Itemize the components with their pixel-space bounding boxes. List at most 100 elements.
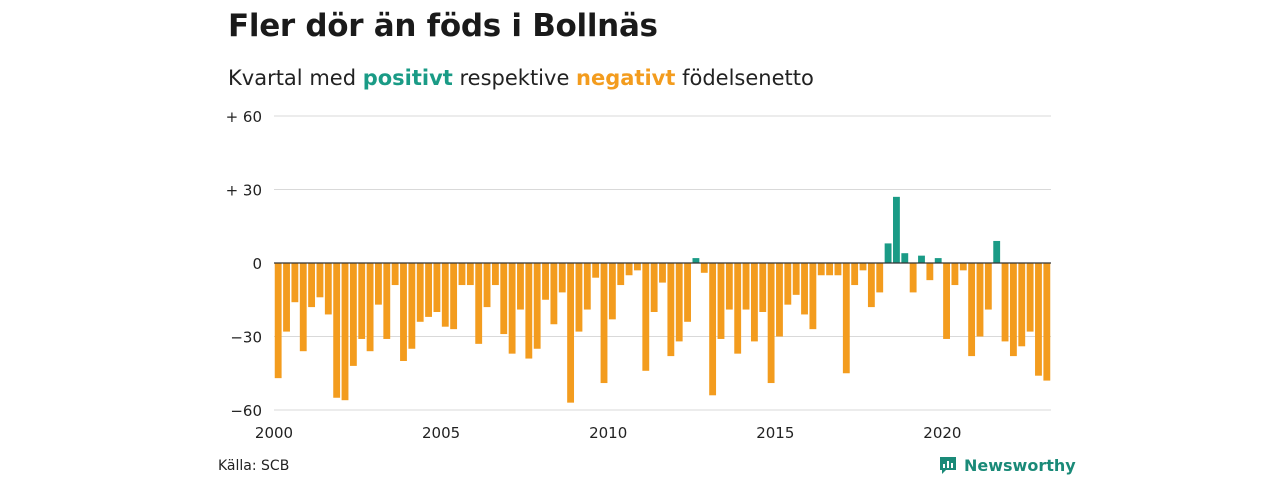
- bar: [634, 263, 641, 271]
- bar: [1001, 263, 1009, 342]
- bar: [567, 263, 575, 403]
- bar: [491, 263, 499, 286]
- bar: [684, 263, 691, 322]
- bar: [625, 263, 633, 276]
- bar: [817, 263, 825, 276]
- page-title: Fler dör än föds i Bollnäs: [228, 8, 658, 44]
- x-tick-label: 2000: [255, 424, 293, 442]
- bar: [316, 263, 324, 298]
- bar: [383, 263, 391, 339]
- x-tick-label: 2010: [589, 424, 627, 442]
- bar: [776, 263, 783, 337]
- bar: [734, 263, 742, 354]
- bar: [500, 263, 508, 335]
- bar: [801, 263, 808, 315]
- bar: [792, 263, 800, 295]
- source-label: Källa: SCB: [218, 458, 290, 474]
- bar: [943, 263, 950, 339]
- bar: [742, 263, 750, 310]
- bar: [600, 263, 608, 384]
- bar: [533, 263, 541, 349]
- bar: [575, 263, 583, 332]
- y-tick-label: −30: [230, 329, 262, 347]
- bar: [483, 263, 491, 308]
- bar: [667, 263, 675, 357]
- brand-name: Newsworthy: [964, 455, 1076, 475]
- brand-logo: Newsworthy: [938, 455, 1076, 475]
- bar: [517, 263, 524, 310]
- subtitle-text-post: födelsenetto: [675, 66, 814, 90]
- bar: [867, 263, 875, 308]
- bar: [650, 263, 658, 312]
- bar: [842, 263, 850, 374]
- y-tick-label: 0: [252, 255, 262, 273]
- subtitle: Kvartal med positivt respektive negativt…: [228, 66, 814, 90]
- subtitle-text-pre: Kvartal med: [228, 66, 363, 90]
- newsworthy-logo-icon: [940, 457, 956, 474]
- bar: [934, 258, 942, 263]
- bar: [375, 263, 382, 305]
- bar: [893, 196, 900, 263]
- bar: [550, 263, 558, 325]
- bar: [274, 263, 282, 379]
- bar: [349, 263, 357, 366]
- y-tick-label: + 30: [226, 182, 262, 200]
- bar: [1035, 263, 1042, 376]
- bar: [308, 263, 316, 308]
- subtitle-positive-label: positivt: [362, 66, 453, 90]
- bar: [458, 263, 466, 286]
- bar: [700, 263, 708, 273]
- bar: [709, 263, 717, 396]
- bar: [642, 263, 650, 371]
- bar: [951, 263, 959, 286]
- bar: [984, 263, 992, 310]
- bar: [784, 263, 792, 305]
- subtitle-negative-label: negativt: [576, 66, 676, 90]
- bar: [450, 263, 458, 330]
- bar: [759, 263, 767, 312]
- bar: [959, 263, 967, 271]
- bar: [391, 263, 399, 286]
- bar: [324, 263, 332, 315]
- bar: [851, 263, 859, 286]
- bar: [542, 263, 549, 300]
- bar: [341, 263, 349, 401]
- bar: [416, 263, 424, 322]
- bar: [692, 258, 700, 263]
- subtitle-text-mid: respektive: [452, 66, 577, 90]
- bar: [400, 263, 407, 361]
- bar: [659, 263, 666, 283]
- bar: [558, 263, 566, 293]
- bar: [968, 263, 976, 357]
- bar: [291, 263, 299, 303]
- bar: [425, 263, 432, 317]
- bar: [366, 263, 374, 352]
- bar: [884, 243, 892, 263]
- bar: [834, 263, 842, 276]
- bar: [717, 263, 725, 339]
- bar: [1026, 263, 1034, 332]
- x-tick-label: 2015: [756, 424, 794, 442]
- bar: [909, 263, 917, 293]
- bar: [901, 253, 909, 263]
- bar: [283, 263, 290, 332]
- bar: [675, 263, 683, 342]
- bar: [976, 263, 984, 337]
- x-tick-label: 2005: [422, 424, 460, 442]
- bar: [750, 263, 758, 342]
- bar: [592, 263, 600, 278]
- bar: [583, 263, 591, 310]
- bar: [826, 263, 834, 276]
- bar: [508, 263, 516, 354]
- bar: [926, 263, 934, 281]
- y-tick-label: + 60: [226, 108, 262, 126]
- bar: [408, 263, 416, 349]
- bar: [809, 263, 817, 330]
- bar: [333, 263, 341, 398]
- bar: [466, 263, 474, 286]
- bar: [299, 263, 307, 352]
- bar: [725, 263, 733, 310]
- bar: [859, 263, 867, 271]
- bar: [617, 263, 625, 286]
